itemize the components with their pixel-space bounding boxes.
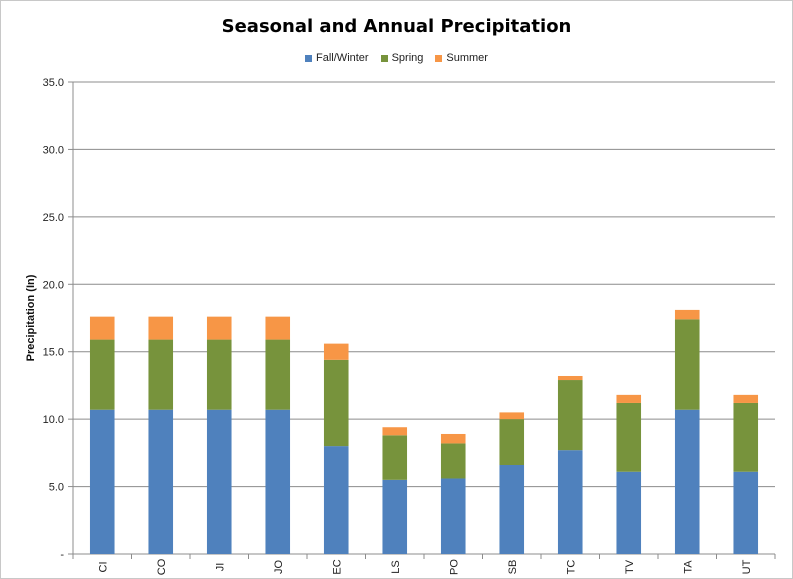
bar-summer-po — [440, 433, 466, 444]
x-tick-label: TV — [624, 559, 636, 574]
bar-fall-winter-tc — [557, 450, 583, 554]
bar-spring-ci — [89, 339, 115, 410]
bar-summer-ta — [674, 309, 700, 320]
bar-spring-co — [148, 339, 174, 410]
x-tick-label: TC — [565, 560, 577, 575]
bar-spring-jo — [265, 339, 291, 410]
bar-spring-ut — [733, 402, 759, 472]
x-tick-label: LS — [390, 560, 402, 573]
bar-fall-winter-tv — [616, 471, 642, 554]
y-tick-label: 30.0 — [43, 144, 64, 156]
bar-fall-winter-ji — [206, 409, 232, 554]
bar-fall-winter-ut — [733, 471, 759, 554]
bar-summer-tv — [616, 394, 642, 403]
bar-summer-ec — [323, 343, 349, 360]
bar-summer-ls — [382, 427, 408, 436]
legend-item-spring: Spring — [380, 52, 424, 64]
bar-spring-ls — [382, 435, 408, 480]
x-tick-label: JI — [214, 563, 226, 572]
legend-item-fall-winter: Fall/Winter — [305, 52, 369, 64]
x-tick-label: TA — [682, 560, 694, 574]
x-tick-label: CI — [97, 562, 109, 573]
bar-spring-ec — [323, 359, 349, 447]
legend-item-summer: Summer — [435, 52, 488, 64]
y-axis-title: Precipitation (In) — [25, 274, 37, 361]
x-tick-label: SB — [507, 560, 519, 575]
bar-fall-winter-ls — [382, 479, 408, 554]
bar-fall-winter-sb — [499, 464, 525, 554]
legend-swatch-fall-winter — [305, 54, 313, 62]
bar-spring-po — [440, 443, 466, 479]
bar-summer-ci — [89, 316, 115, 340]
x-tick-label: UT — [741, 559, 753, 574]
bar-fall-winter-ta — [674, 409, 700, 554]
bar-fall-winter-co — [148, 409, 174, 554]
bar-summer-tc — [557, 375, 583, 381]
bar-summer-ji — [206, 316, 232, 340]
y-tick-label: 10.0 — [43, 414, 64, 426]
legend-label-fall-winter: Fall/Winter — [316, 52, 369, 64]
bar-summer-sb — [499, 412, 525, 420]
legend-label-spring: Spring — [391, 52, 424, 64]
bar-summer-ut — [733, 394, 759, 403]
y-tick-label: 20.0 — [43, 279, 64, 291]
bar-fall-winter-ec — [323, 446, 349, 554]
bar-summer-jo — [265, 316, 291, 340]
chart-title: Seasonal and Annual Precipitation — [221, 16, 572, 37]
x-tick-label: CO — [156, 558, 168, 575]
y-tick-label: 5.0 — [49, 482, 64, 494]
bar-spring-sb — [499, 419, 525, 465]
bar-spring-tc — [557, 380, 583, 451]
bar-spring-ji — [206, 339, 232, 410]
legend-swatch-spring — [380, 54, 388, 62]
bar-fall-winter-jo — [265, 409, 291, 554]
bar-spring-tv — [616, 402, 642, 472]
chart-legend: Fall/Winter Spring Summer — [0, 52, 793, 64]
y-tick-label: 35.0 — [43, 77, 64, 89]
bar-spring-ta — [674, 319, 700, 410]
x-tick-label: EC — [331, 559, 343, 574]
x-tick-label: PO — [448, 559, 460, 575]
bar-summer-co — [148, 316, 174, 340]
bar-fall-winter-ci — [89, 409, 115, 554]
y-tick-label: - — [60, 549, 64, 561]
bar-fall-winter-po — [440, 478, 466, 554]
x-tick-label: JO — [273, 560, 285, 575]
legend-swatch-summer — [435, 54, 443, 62]
y-tick-label: 15.0 — [43, 347, 64, 359]
legend-label-summer: Summer — [446, 52, 488, 64]
y-tick-label: 25.0 — [43, 212, 64, 224]
